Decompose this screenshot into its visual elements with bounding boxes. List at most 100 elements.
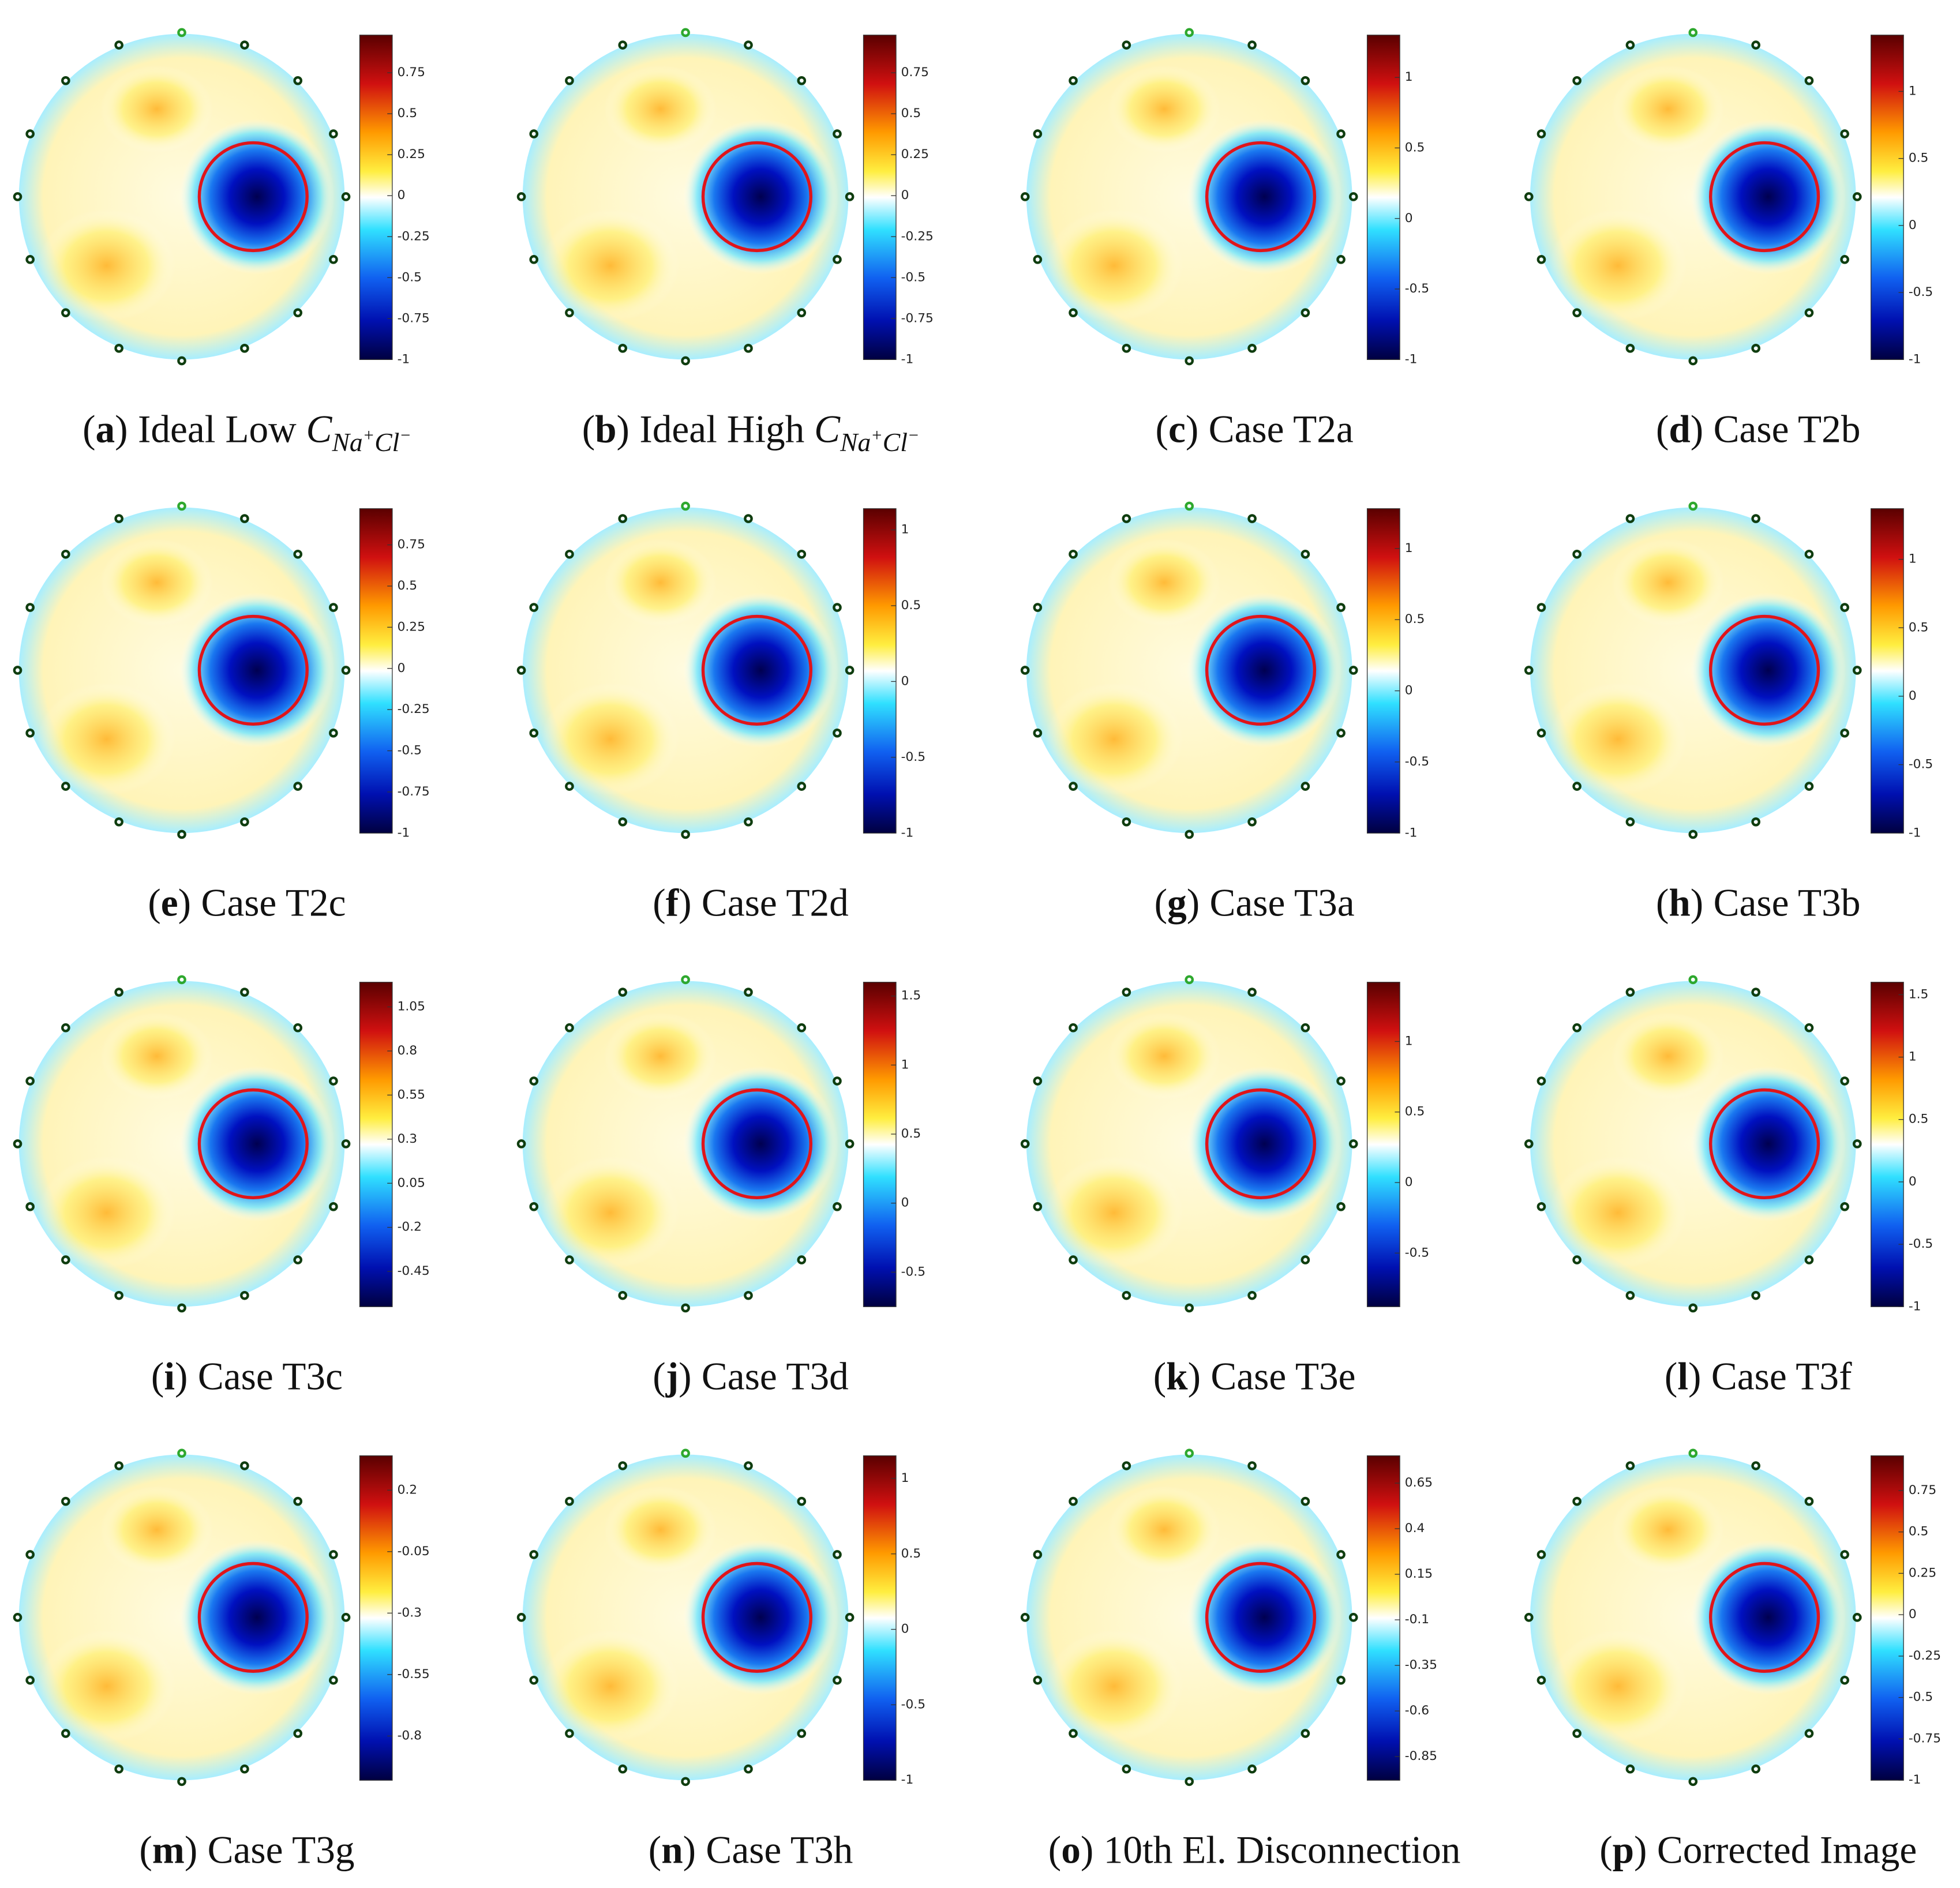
bracket: ( — [1656, 881, 1669, 925]
colorbar-tick-label: 0.25 — [901, 147, 929, 162]
colorbar-tick-label: -0.45 — [398, 1264, 430, 1278]
colorbar — [1871, 508, 1904, 834]
electrode — [341, 192, 351, 201]
inclusion-outline — [1205, 614, 1317, 726]
electrode — [1336, 255, 1346, 264]
electrode — [845, 192, 855, 201]
warm-region — [1549, 682, 1687, 796]
warm-region — [604, 1485, 717, 1574]
electrode — [61, 308, 70, 317]
caption: (o) 10th El. Disconnection — [1048, 1829, 1461, 1872]
electrode — [240, 988, 249, 997]
electrode — [1625, 817, 1635, 827]
colorbar-tick-label: 0.5 — [1405, 1105, 1425, 1119]
warm-region — [100, 1012, 213, 1100]
electrode — [1625, 40, 1635, 50]
inclusion-outline — [197, 614, 309, 726]
electrode — [1336, 1076, 1346, 1086]
electrode — [516, 666, 526, 675]
colorbar — [863, 35, 897, 360]
colorbar-tick-label: 0 — [1909, 1607, 1917, 1621]
electrode — [1804, 76, 1814, 85]
electrode — [833, 255, 842, 264]
electrode — [1301, 1496, 1310, 1506]
electrode — [1069, 76, 1078, 85]
panel-letter: h — [1669, 881, 1690, 925]
electrode — [1122, 1290, 1131, 1300]
colorbar-tick-label: 0 — [1405, 211, 1413, 226]
electrode — [1348, 1613, 1358, 1622]
colorbar-tick-label: 0.4 — [1405, 1521, 1425, 1536]
panel-letter: l — [1677, 1355, 1688, 1398]
electrode — [1301, 1255, 1310, 1264]
caption: (k) Case T3e — [1153, 1355, 1356, 1398]
electrode — [1033, 1076, 1043, 1086]
colorbar-tick-label: -0.6 — [1405, 1703, 1429, 1718]
electrode — [25, 603, 35, 612]
colorbar-tick-label: -0.35 — [1405, 1658, 1437, 1672]
bracket: ( — [1656, 408, 1669, 451]
bracket: ) — [178, 881, 191, 925]
colorbar-tick-label: -0.75 — [901, 311, 934, 325]
panel: 0.75 0.5 0.25 0 -0.25 -0.5 -0.75 -1 (e) Case T2c — [13, 501, 430, 925]
electrode — [329, 1202, 338, 1211]
electrode — [845, 666, 855, 675]
electrode — [1185, 1777, 1194, 1786]
bracket: ) — [679, 1355, 691, 1398]
colorbar-tick-label: 0.75 — [901, 65, 929, 80]
warm-region — [100, 65, 213, 153]
warm-region — [38, 682, 176, 796]
electrode — [845, 1139, 855, 1148]
electrode — [1301, 782, 1310, 791]
caption: (i) Case T3c — [151, 1355, 343, 1398]
colorbar-tick-label: -0.5 — [398, 744, 422, 758]
colorbar — [359, 982, 393, 1307]
electrode — [293, 1023, 303, 1033]
colorbar — [1366, 35, 1400, 360]
electrode — [1069, 1255, 1078, 1264]
colorbar-tick-label: 0.75 — [1909, 1483, 1936, 1497]
panel-letter: o — [1061, 1829, 1081, 1872]
electrode — [744, 344, 753, 353]
electrode — [177, 28, 186, 37]
colorbar — [359, 508, 393, 834]
warm-region — [541, 1156, 680, 1270]
electrode — [1020, 1139, 1030, 1148]
electrode — [1336, 1202, 1346, 1211]
warm-region — [100, 1485, 213, 1574]
electrode — [293, 1496, 303, 1506]
electrode — [329, 603, 338, 612]
panel-letter: a — [96, 408, 115, 451]
colorbar-tick-label: -0.5 — [901, 750, 925, 764]
warm-region — [1045, 1630, 1183, 1743]
colorbar-tick-label: -0.5 — [1909, 285, 1933, 299]
panel: 0.75 0.5 0.25 0 -0.25 -0.5 -0.75 -1 (p) Corrected… — [1524, 1448, 1941, 1872]
colorbar-tick-label: 0.5 — [1405, 612, 1425, 626]
warm-region — [1045, 682, 1183, 796]
electrode — [833, 603, 842, 612]
electrode — [529, 1550, 539, 1559]
panel: 1 0.5 0 -0.5 -1 (f) Case T2d — [516, 501, 925, 925]
electrode — [329, 1550, 338, 1559]
colorbar-tick-label: 0.25 — [1909, 1566, 1936, 1580]
electrode — [240, 1764, 249, 1774]
panel: 1.5 1 0.5 0 -0.5 (j) Case T3d — [516, 975, 925, 1398]
inclusion-outline — [701, 141, 813, 253]
bracket: ) — [1187, 881, 1200, 925]
electrode — [1301, 549, 1310, 559]
electrode — [565, 308, 574, 317]
electrode — [1536, 1550, 1546, 1559]
electrode — [1804, 782, 1814, 791]
electrode — [1185, 28, 1194, 37]
electrode — [1751, 514, 1760, 523]
colorbar-tick-label: -0.5 — [1405, 755, 1429, 769]
caption: (h) Case T3b — [1656, 881, 1861, 925]
caption-text: Case T3a — [1210, 881, 1355, 925]
colorbar-tick-label: 0.75 — [398, 65, 425, 80]
colorbar-tick-label: 0.5 — [901, 1547, 921, 1561]
electrode — [1247, 1764, 1257, 1774]
colorbar-tick-label: 0.3 — [398, 1132, 418, 1146]
electrode — [529, 129, 539, 138]
electrode — [1524, 666, 1534, 675]
